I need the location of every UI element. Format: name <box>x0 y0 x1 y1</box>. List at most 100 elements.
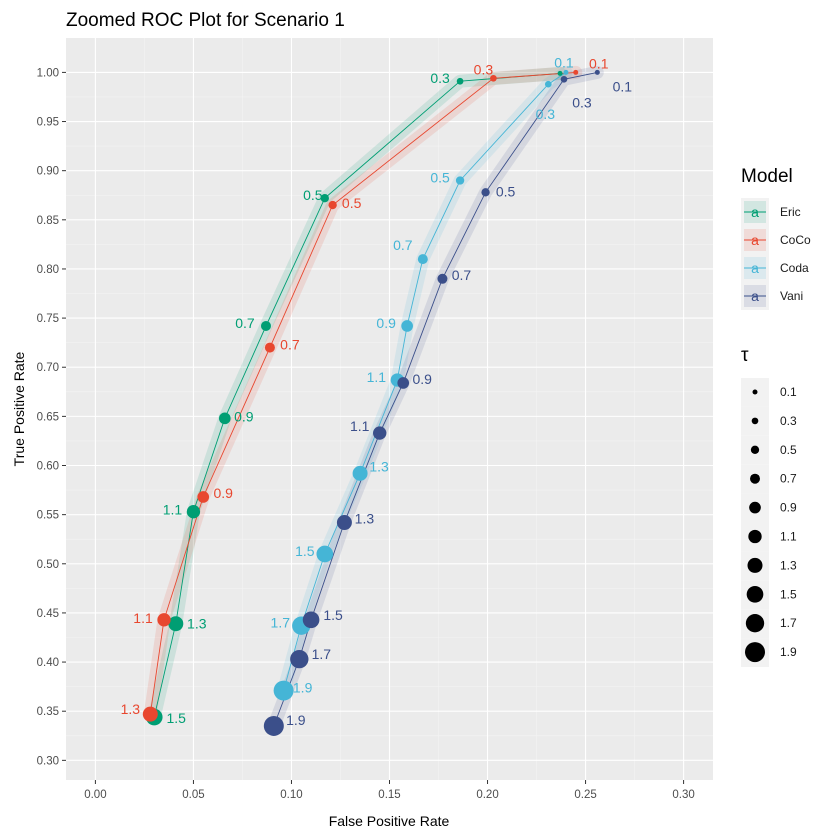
legend-label: Eric <box>780 205 801 219</box>
size-key: 1.7 <box>741 609 797 639</box>
legend-key-eric: a Eric <box>741 198 801 226</box>
point-label-vani: 0.5 <box>496 183 516 199</box>
point-coda <box>401 320 413 332</box>
point-vani <box>481 188 490 197</box>
point-label-coco: 0.9 <box>214 485 234 501</box>
line-coda <box>283 72 567 691</box>
point-label-coda: 0.7 <box>393 237 413 253</box>
legend-label: Coda <box>780 261 809 275</box>
size-key-dot <box>750 445 760 454</box>
y-tick-label: 0.50 <box>37 559 59 571</box>
point-coda <box>544 80 552 88</box>
point-label-vani: 0.1 <box>613 78 633 94</box>
size-key-label: 1.9 <box>780 645 797 659</box>
point-vani <box>263 715 284 736</box>
size-legend-items: 0.1 0.3 0.5 0.7 0.9 1.1 1.3 1.5 1.7 1.9 <box>741 378 797 667</box>
point-label-coda: 1.1 <box>367 369 387 385</box>
size-legend: τ 0.1 0.3 0.5 0.7 0.9 1.1 1.3 1.5 1.7 1.9 <box>741 345 797 667</box>
point-label-vani: 0.9 <box>412 371 432 387</box>
point-label-eric: 0.7 <box>235 315 255 331</box>
point-label-coco: 0.5 <box>342 195 362 211</box>
point-coco <box>573 69 579 75</box>
y-tick-label: 0.40 <box>37 657 59 669</box>
point-label-coco: 1.1 <box>133 610 153 626</box>
y-tick-label: 0.60 <box>37 461 59 473</box>
point-eric <box>260 320 271 331</box>
size-key-dot <box>746 585 764 603</box>
size-key: 0.9 <box>741 493 797 523</box>
size-key-dot <box>752 389 758 395</box>
color-legend-items: a Eric a CoCo a Coda a Vani <box>741 198 811 310</box>
point-eric <box>456 77 464 85</box>
legend-key-coco: a CoCo <box>741 226 811 254</box>
size-key-label: 1.7 <box>780 616 797 630</box>
y-tick-label: 1.00 <box>37 67 59 79</box>
size-key-dot <box>745 642 765 663</box>
legend-label: CoCo <box>780 233 811 247</box>
x-tick-label: 0.15 <box>378 789 400 801</box>
x-tick-label: 0.05 <box>182 789 204 801</box>
legend-key-glyph: a <box>751 232 759 248</box>
point-label-eric: 1.3 <box>187 616 207 632</box>
point-coda <box>455 176 465 185</box>
size-key-label: 0.5 <box>780 443 797 457</box>
point-label-coda: 0.3 <box>536 106 556 122</box>
point-coda <box>316 545 334 563</box>
y-tick-label: 0.95 <box>37 117 59 129</box>
chart-title: Zoomed ROC Plot for Scenario 1 <box>66 10 345 31</box>
y-tick-label: 0.85 <box>37 215 59 227</box>
x-axis-title: False Positive Rate <box>329 813 450 829</box>
size-key-label: 0.7 <box>780 472 797 486</box>
legend-key-vani: a Vani <box>741 282 803 310</box>
point-label-eric: 1.5 <box>166 710 186 726</box>
point-vani <box>373 426 387 440</box>
point-coda <box>417 254 428 265</box>
size-key-dot <box>749 501 761 514</box>
size-key: 0.3 <box>741 406 797 436</box>
data-points <box>142 69 600 736</box>
size-key-dot <box>751 417 759 425</box>
point-label-coda: 0.9 <box>376 315 396 331</box>
size-key: 0.5 <box>741 435 797 465</box>
y-tick-label: 0.80 <box>37 264 59 276</box>
point-coco <box>142 706 158 722</box>
size-key-label: 0.3 <box>780 414 797 428</box>
point-label-coco: 0.7 <box>280 337 300 353</box>
point-label-vani: 0.3 <box>572 94 592 110</box>
y-tick-label: 0.65 <box>37 411 59 423</box>
point-eric <box>320 194 329 203</box>
size-key-dot <box>748 529 762 544</box>
point-eric <box>168 616 184 632</box>
legend-key-glyph: a <box>751 260 759 276</box>
size-key-label: 1.3 <box>780 558 797 572</box>
y-tick-label: 0.90 <box>37 166 59 178</box>
legend-key-coda: a Coda <box>741 254 809 282</box>
size-key: 1.9 <box>741 638 797 667</box>
legend-key-glyph: a <box>751 204 759 220</box>
point-label-coda: 1.7 <box>271 615 291 631</box>
line-eric <box>153 72 561 718</box>
point-vani <box>302 611 320 629</box>
line-vani <box>273 71 598 727</box>
x-tick-label: 0.30 <box>672 789 694 801</box>
point-vani <box>594 69 600 75</box>
size-key: 1.5 <box>741 580 797 610</box>
point-label-coco: 1.3 <box>121 701 141 717</box>
size-key: 0.7 <box>741 464 797 494</box>
point-label-vani: 0.7 <box>452 267 472 283</box>
point-coda <box>273 680 294 701</box>
point-label-coda: 1.5 <box>295 543 315 559</box>
point-vani <box>560 75 568 83</box>
point-eric <box>557 70 563 76</box>
point-label-eric: 0.3 <box>430 70 450 86</box>
size-key-label: 1.5 <box>780 587 797 601</box>
point-vani <box>397 377 410 389</box>
point-label-eric: 0.9 <box>234 408 254 424</box>
y-tick-label: 0.55 <box>37 510 59 522</box>
size-legend-title: τ <box>741 345 749 366</box>
point-labels: 0.3 0.5 0.7 0.9 1.1 1.3 1.5 0.1 0.3 0.5 0.7 0.9 1.1 1… <box>121 54 633 728</box>
point-coco <box>197 491 210 503</box>
point-label-coda: 1.9 <box>293 680 313 696</box>
size-key-dot <box>745 614 765 633</box>
